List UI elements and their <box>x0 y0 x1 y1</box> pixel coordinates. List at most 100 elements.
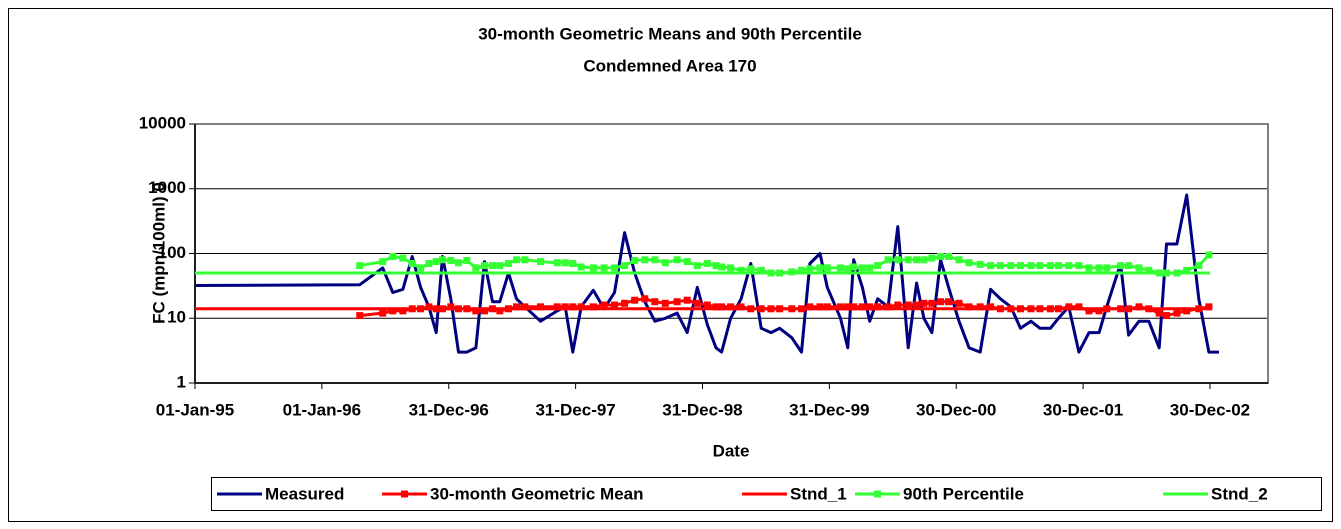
series-marker <box>651 256 659 264</box>
series-marker <box>747 265 755 273</box>
series-marker <box>823 264 831 272</box>
x-tick-label: 01-Jan-96 <box>283 400 361 419</box>
series-marker <box>447 256 455 264</box>
series-marker <box>537 258 545 266</box>
series-marker <box>884 256 892 264</box>
series-marker <box>693 299 701 307</box>
series-marker <box>481 307 489 315</box>
series-marker <box>913 256 921 264</box>
series-marker <box>417 264 425 272</box>
series-marker <box>1183 266 1191 274</box>
series-marker <box>1085 264 1093 272</box>
series-marker <box>399 307 407 315</box>
series-marker <box>816 303 824 311</box>
series-marker <box>1135 264 1143 272</box>
series-marker <box>651 298 659 306</box>
legend-label: 30-month Geometric Mean <box>430 484 644 503</box>
x-axis-label: Date <box>713 441 750 460</box>
legend-label: 90th Percentile <box>903 484 1024 503</box>
series-marker <box>621 299 629 307</box>
series-marker <box>472 307 480 315</box>
series-marker <box>1205 251 1213 259</box>
series-marker <box>727 303 735 311</box>
series-marker <box>1075 303 1083 311</box>
series-marker <box>600 264 608 272</box>
series-marker <box>356 312 364 320</box>
series-marker <box>553 259 561 267</box>
series-marker <box>894 256 902 264</box>
series-marker <box>1036 262 1044 270</box>
series-marker <box>631 296 639 304</box>
series-marker <box>481 262 489 270</box>
series-marker <box>850 303 858 311</box>
series-marker <box>631 256 639 264</box>
series-marker <box>577 263 585 271</box>
series-marker <box>1205 303 1213 311</box>
series-marker <box>1163 312 1171 320</box>
series-marker <box>712 262 720 270</box>
series-marker <box>621 262 629 270</box>
series-marker <box>798 266 806 274</box>
legend-marker <box>401 490 408 498</box>
series-marker <box>447 303 455 311</box>
y-tick-label: 10 <box>167 308 186 327</box>
series-marker <box>693 262 701 270</box>
series-marker <box>661 299 669 307</box>
series-marker <box>600 301 608 309</box>
series-marker <box>425 303 433 311</box>
series-marker <box>884 303 892 311</box>
series-marker <box>577 303 585 311</box>
y-tick-label: 1000 <box>148 178 186 197</box>
series-marker <box>389 252 397 260</box>
series-marker <box>928 299 936 307</box>
series-marker <box>521 303 529 311</box>
x-tick-label: 31-Dec-98 <box>662 400 742 419</box>
series-marker <box>472 264 480 272</box>
series-marker <box>945 252 953 260</box>
series-marker <box>425 260 433 268</box>
x-tick-label: 01-Jan-95 <box>156 400 234 419</box>
chart-frame <box>8 8 1333 522</box>
series-marker <box>389 307 397 315</box>
series-marker <box>356 262 364 270</box>
series-marker <box>718 303 726 311</box>
series-marker <box>987 303 995 311</box>
x-tick-label: 30-Dec-00 <box>916 400 996 419</box>
series-marker <box>569 260 577 268</box>
series-marker <box>737 303 745 311</box>
y-axis-label: FC (mpn/100ml) 0 <box>149 182 168 324</box>
legend-label: Stnd_1 <box>790 484 847 503</box>
series-marker <box>1095 264 1103 272</box>
series-marker <box>965 303 973 311</box>
series-marker <box>408 260 416 268</box>
series-marker <box>806 265 814 273</box>
series-marker <box>737 266 745 274</box>
series-marker <box>379 309 387 317</box>
series-marker <box>611 301 619 309</box>
series-marker <box>673 298 681 306</box>
series-marker <box>866 264 874 272</box>
series-marker <box>641 256 649 264</box>
series-marker <box>987 262 995 270</box>
series-marker <box>1183 307 1191 315</box>
series-marker <box>858 303 866 311</box>
legend-label: Stnd_2 <box>1211 484 1268 503</box>
series-marker <box>463 256 471 264</box>
series-marker <box>858 264 866 272</box>
series-marker <box>589 303 597 311</box>
series-marker <box>432 258 440 266</box>
series-marker <box>505 260 513 268</box>
series-marker <box>844 303 852 311</box>
series-marker <box>894 301 902 309</box>
legend-marker <box>874 490 881 498</box>
series-marker <box>703 301 711 309</box>
x-tick-label: 31-Dec-96 <box>409 400 489 419</box>
series-marker <box>727 264 735 272</box>
series-marker <box>920 256 928 264</box>
series-marker <box>1054 262 1062 270</box>
series-marker <box>1095 307 1103 315</box>
chart-subtitle: Condemned Area 170 <box>583 56 756 75</box>
series-marker <box>996 262 1004 270</box>
series-marker <box>955 299 963 307</box>
series-marker <box>866 303 874 311</box>
